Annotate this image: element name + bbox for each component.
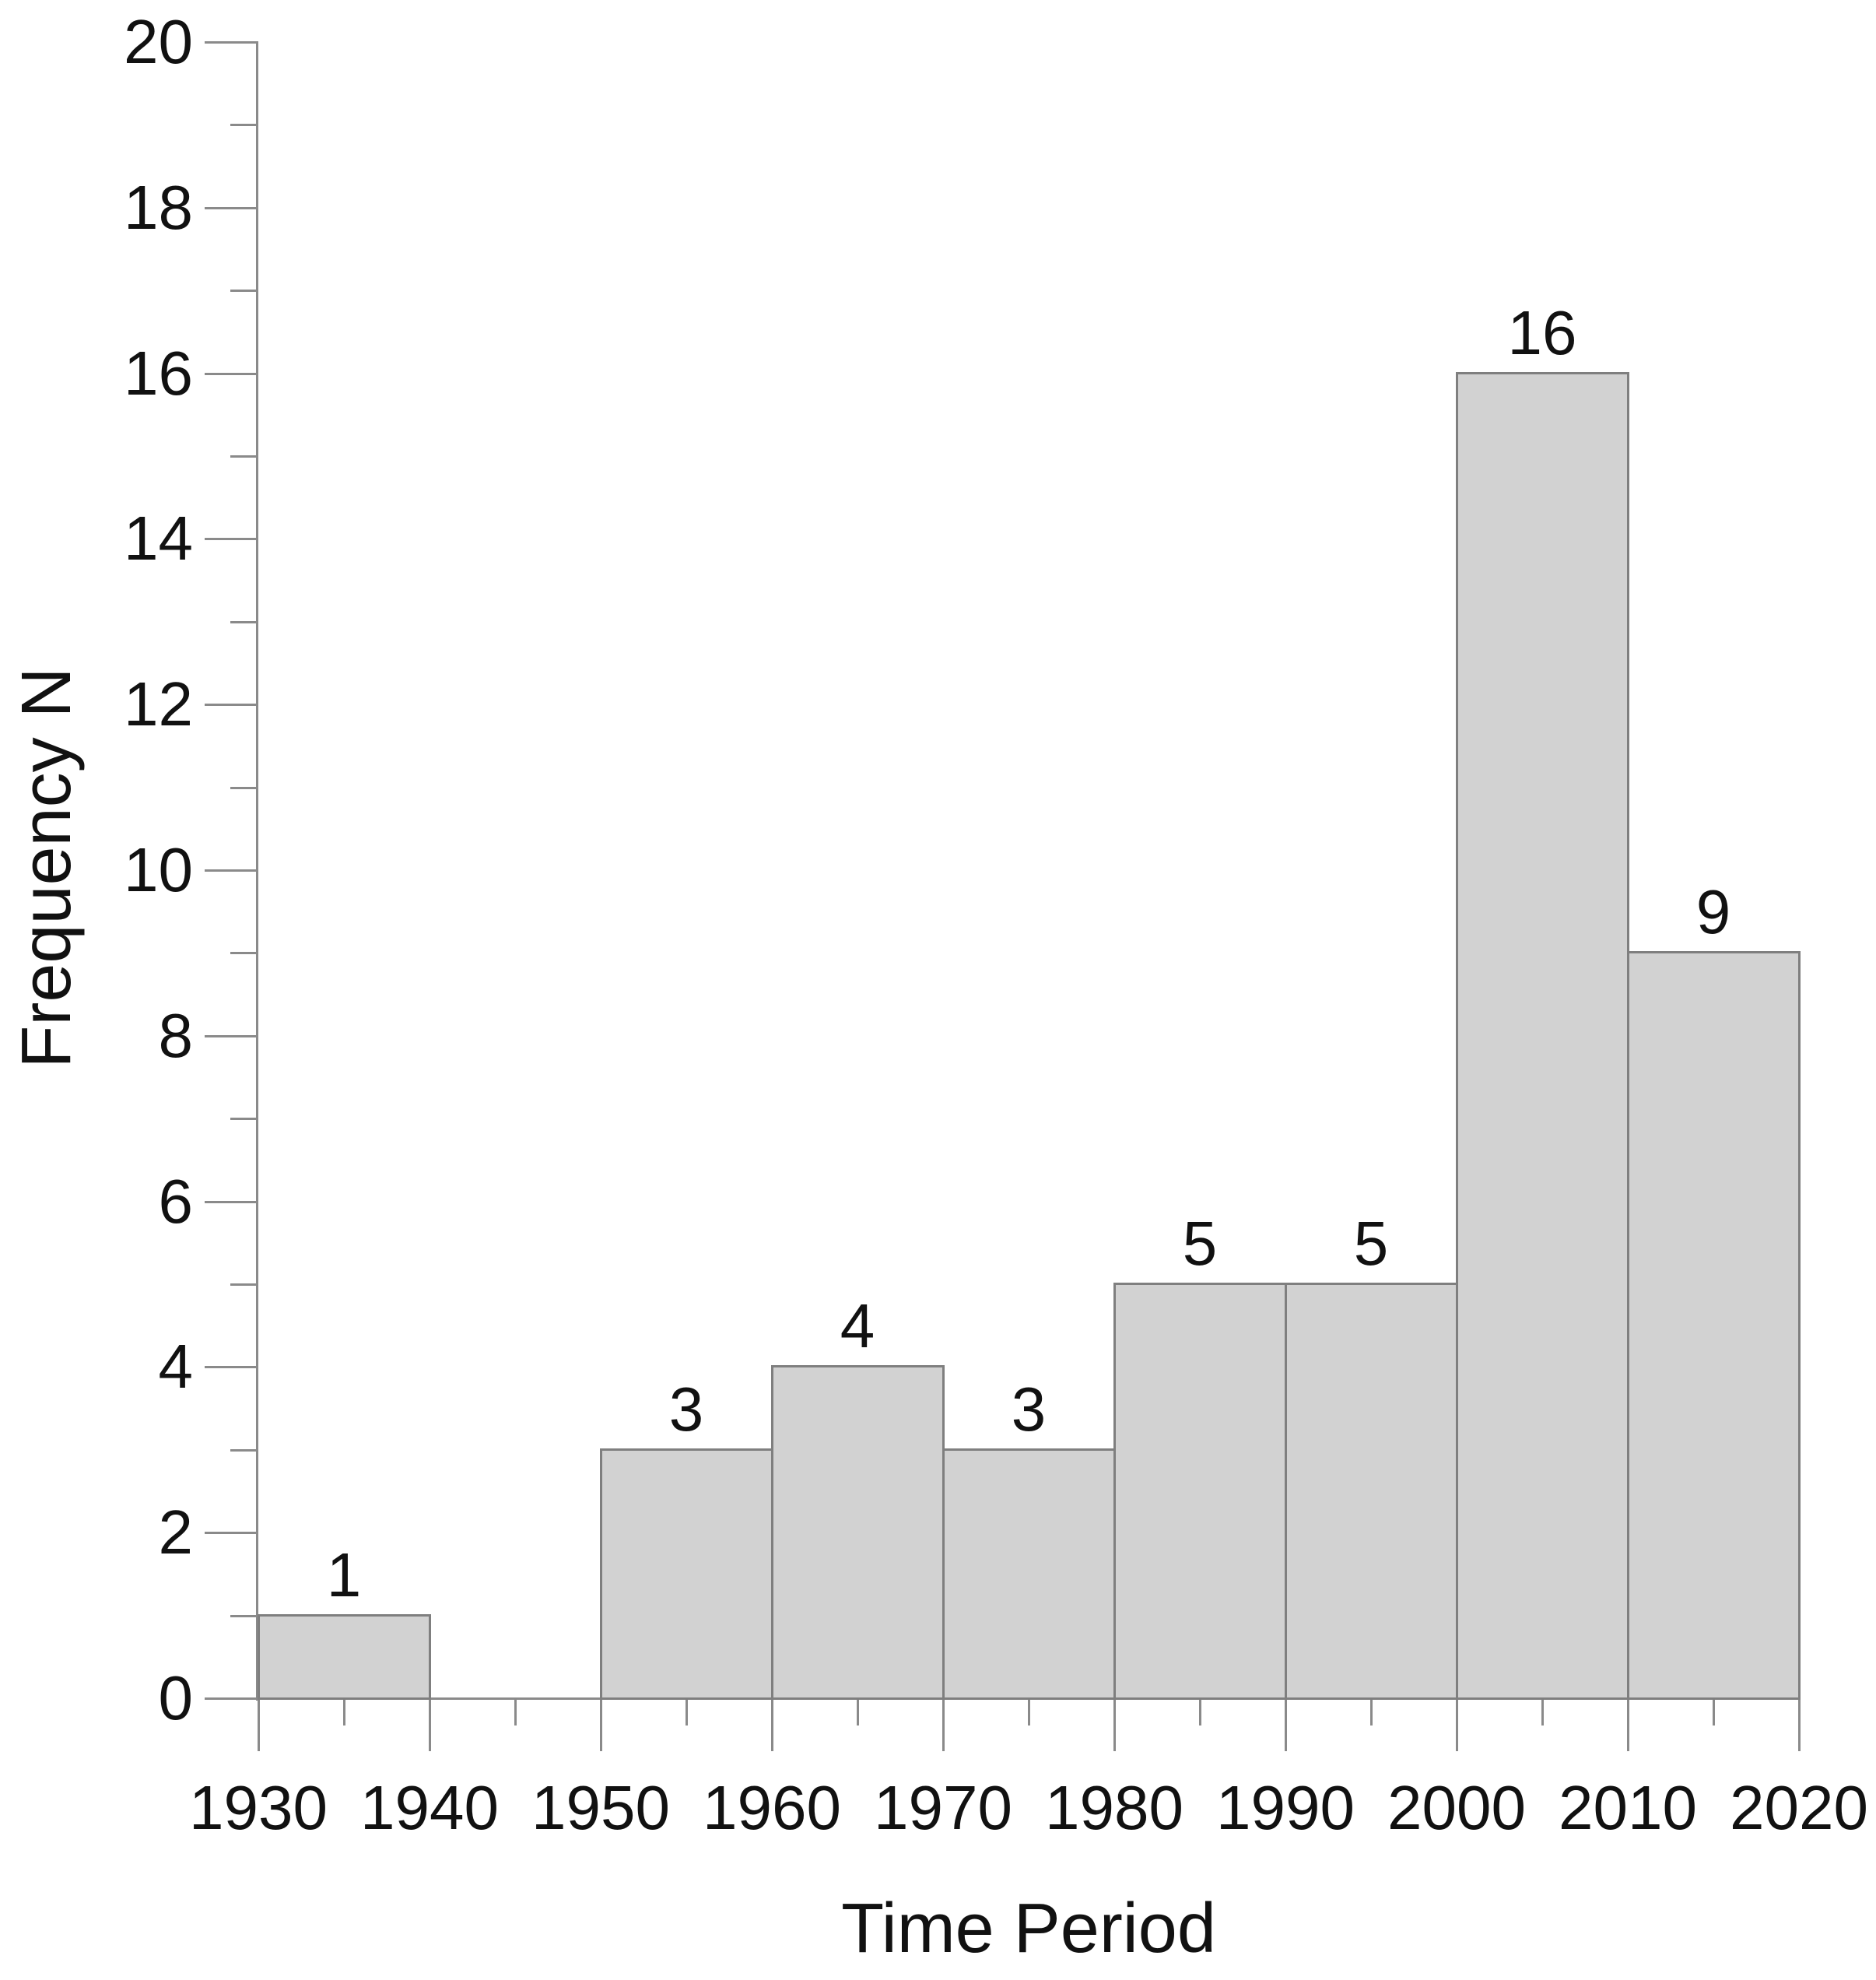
histogram-bar: [1456, 372, 1629, 1700]
y-major-tick: [205, 373, 256, 375]
y-minor-tick: [230, 1449, 256, 1452]
y-axis-title: Frequency N: [8, 667, 86, 1069]
y-tick-label: 18: [124, 173, 193, 242]
x-major-tick: [942, 1700, 945, 1751]
y-tick-label: 0: [158, 1663, 194, 1732]
y-major-tick: [205, 538, 256, 540]
bar-value-label: 3: [1011, 1374, 1047, 1444]
x-tick-label: 1930: [189, 1773, 328, 1842]
histogram-bar: [1113, 1283, 1287, 1700]
bar-value-label: 9: [1695, 877, 1731, 946]
x-tick-label: 2020: [1730, 1773, 1868, 1842]
x-tick-label: 1980: [1045, 1773, 1183, 1842]
y-minor-tick: [230, 124, 256, 126]
x-tick-label: 1940: [360, 1773, 499, 1842]
y-tick-label: 16: [124, 339, 193, 408]
x-major-tick: [258, 1700, 260, 1751]
x-major-tick: [429, 1700, 431, 1751]
x-minor-tick: [857, 1700, 859, 1725]
histogram-bar: [1285, 1283, 1458, 1700]
x-major-tick: [600, 1700, 602, 1751]
histogram-bar: [1627, 951, 1801, 1700]
x-major-tick: [1285, 1700, 1287, 1751]
y-major-tick: [205, 41, 256, 44]
y-minor-tick: [230, 455, 256, 458]
x-major-tick: [771, 1700, 773, 1751]
x-minor-tick: [1028, 1700, 1030, 1725]
bar-value-label: 1: [326, 1540, 362, 1610]
y-major-tick: [205, 1035, 256, 1037]
y-major-tick: [205, 1697, 256, 1700]
y-major-tick: [205, 1201, 256, 1203]
y-tick-label: 10: [124, 835, 193, 904]
x-tick-label: 1960: [703, 1773, 841, 1842]
y-minor-tick: [230, 290, 256, 292]
x-tick-label: 1950: [531, 1773, 670, 1842]
y-tick-label: 14: [124, 504, 193, 573]
x-tick-label: 2000: [1387, 1773, 1526, 1842]
y-major-tick: [205, 207, 256, 209]
x-tick-label: 1990: [1216, 1773, 1355, 1842]
y-major-tick: [205, 1532, 256, 1534]
x-major-tick: [1627, 1700, 1629, 1751]
bar-value-label: 5: [1353, 1209, 1389, 1278]
histogram-bar: [600, 1448, 773, 1700]
x-major-tick: [1798, 1700, 1801, 1751]
x-axis-title: Time Period: [841, 1890, 1216, 1968]
histogram-bar: [942, 1448, 1116, 1700]
y-minor-tick: [230, 1615, 256, 1617]
histogram-bar: [771, 1365, 945, 1700]
histogram-bar: [258, 1614, 431, 1700]
y-tick-label: 8: [158, 1001, 194, 1070]
x-minor-tick: [1541, 1700, 1544, 1725]
x-minor-tick: [343, 1700, 345, 1725]
x-minor-tick: [1199, 1700, 1201, 1725]
x-major-tick: [1113, 1700, 1116, 1751]
y-axis-line: [256, 41, 258, 1701]
y-minor-tick: [230, 621, 256, 623]
y-tick-label: 2: [158, 1497, 194, 1567]
y-tick-label: 12: [124, 669, 193, 739]
y-major-tick: [205, 1366, 256, 1368]
x-tick-label: 2010: [1559, 1773, 1697, 1842]
bar-value-label: 4: [840, 1291, 875, 1360]
y-minor-tick: [230, 952, 256, 954]
x-minor-tick: [686, 1700, 688, 1725]
y-major-tick: [205, 704, 256, 706]
y-minor-tick: [230, 1283, 256, 1286]
x-tick-label: 1970: [874, 1773, 1012, 1842]
x-minor-tick: [514, 1700, 517, 1725]
bar-value-label: 5: [1182, 1209, 1218, 1278]
y-minor-tick: [230, 1118, 256, 1120]
y-tick-label: 6: [158, 1167, 194, 1236]
x-minor-tick: [1713, 1700, 1715, 1725]
x-minor-tick: [1370, 1700, 1373, 1725]
bar-value-label: 3: [668, 1374, 704, 1444]
y-minor-tick: [230, 787, 256, 789]
bar-value-label: 16: [1507, 298, 1577, 367]
y-tick-label: 20: [124, 7, 193, 76]
y-tick-label: 4: [158, 1332, 194, 1401]
x-major-tick: [1456, 1700, 1458, 1751]
y-major-tick: [205, 869, 256, 872]
